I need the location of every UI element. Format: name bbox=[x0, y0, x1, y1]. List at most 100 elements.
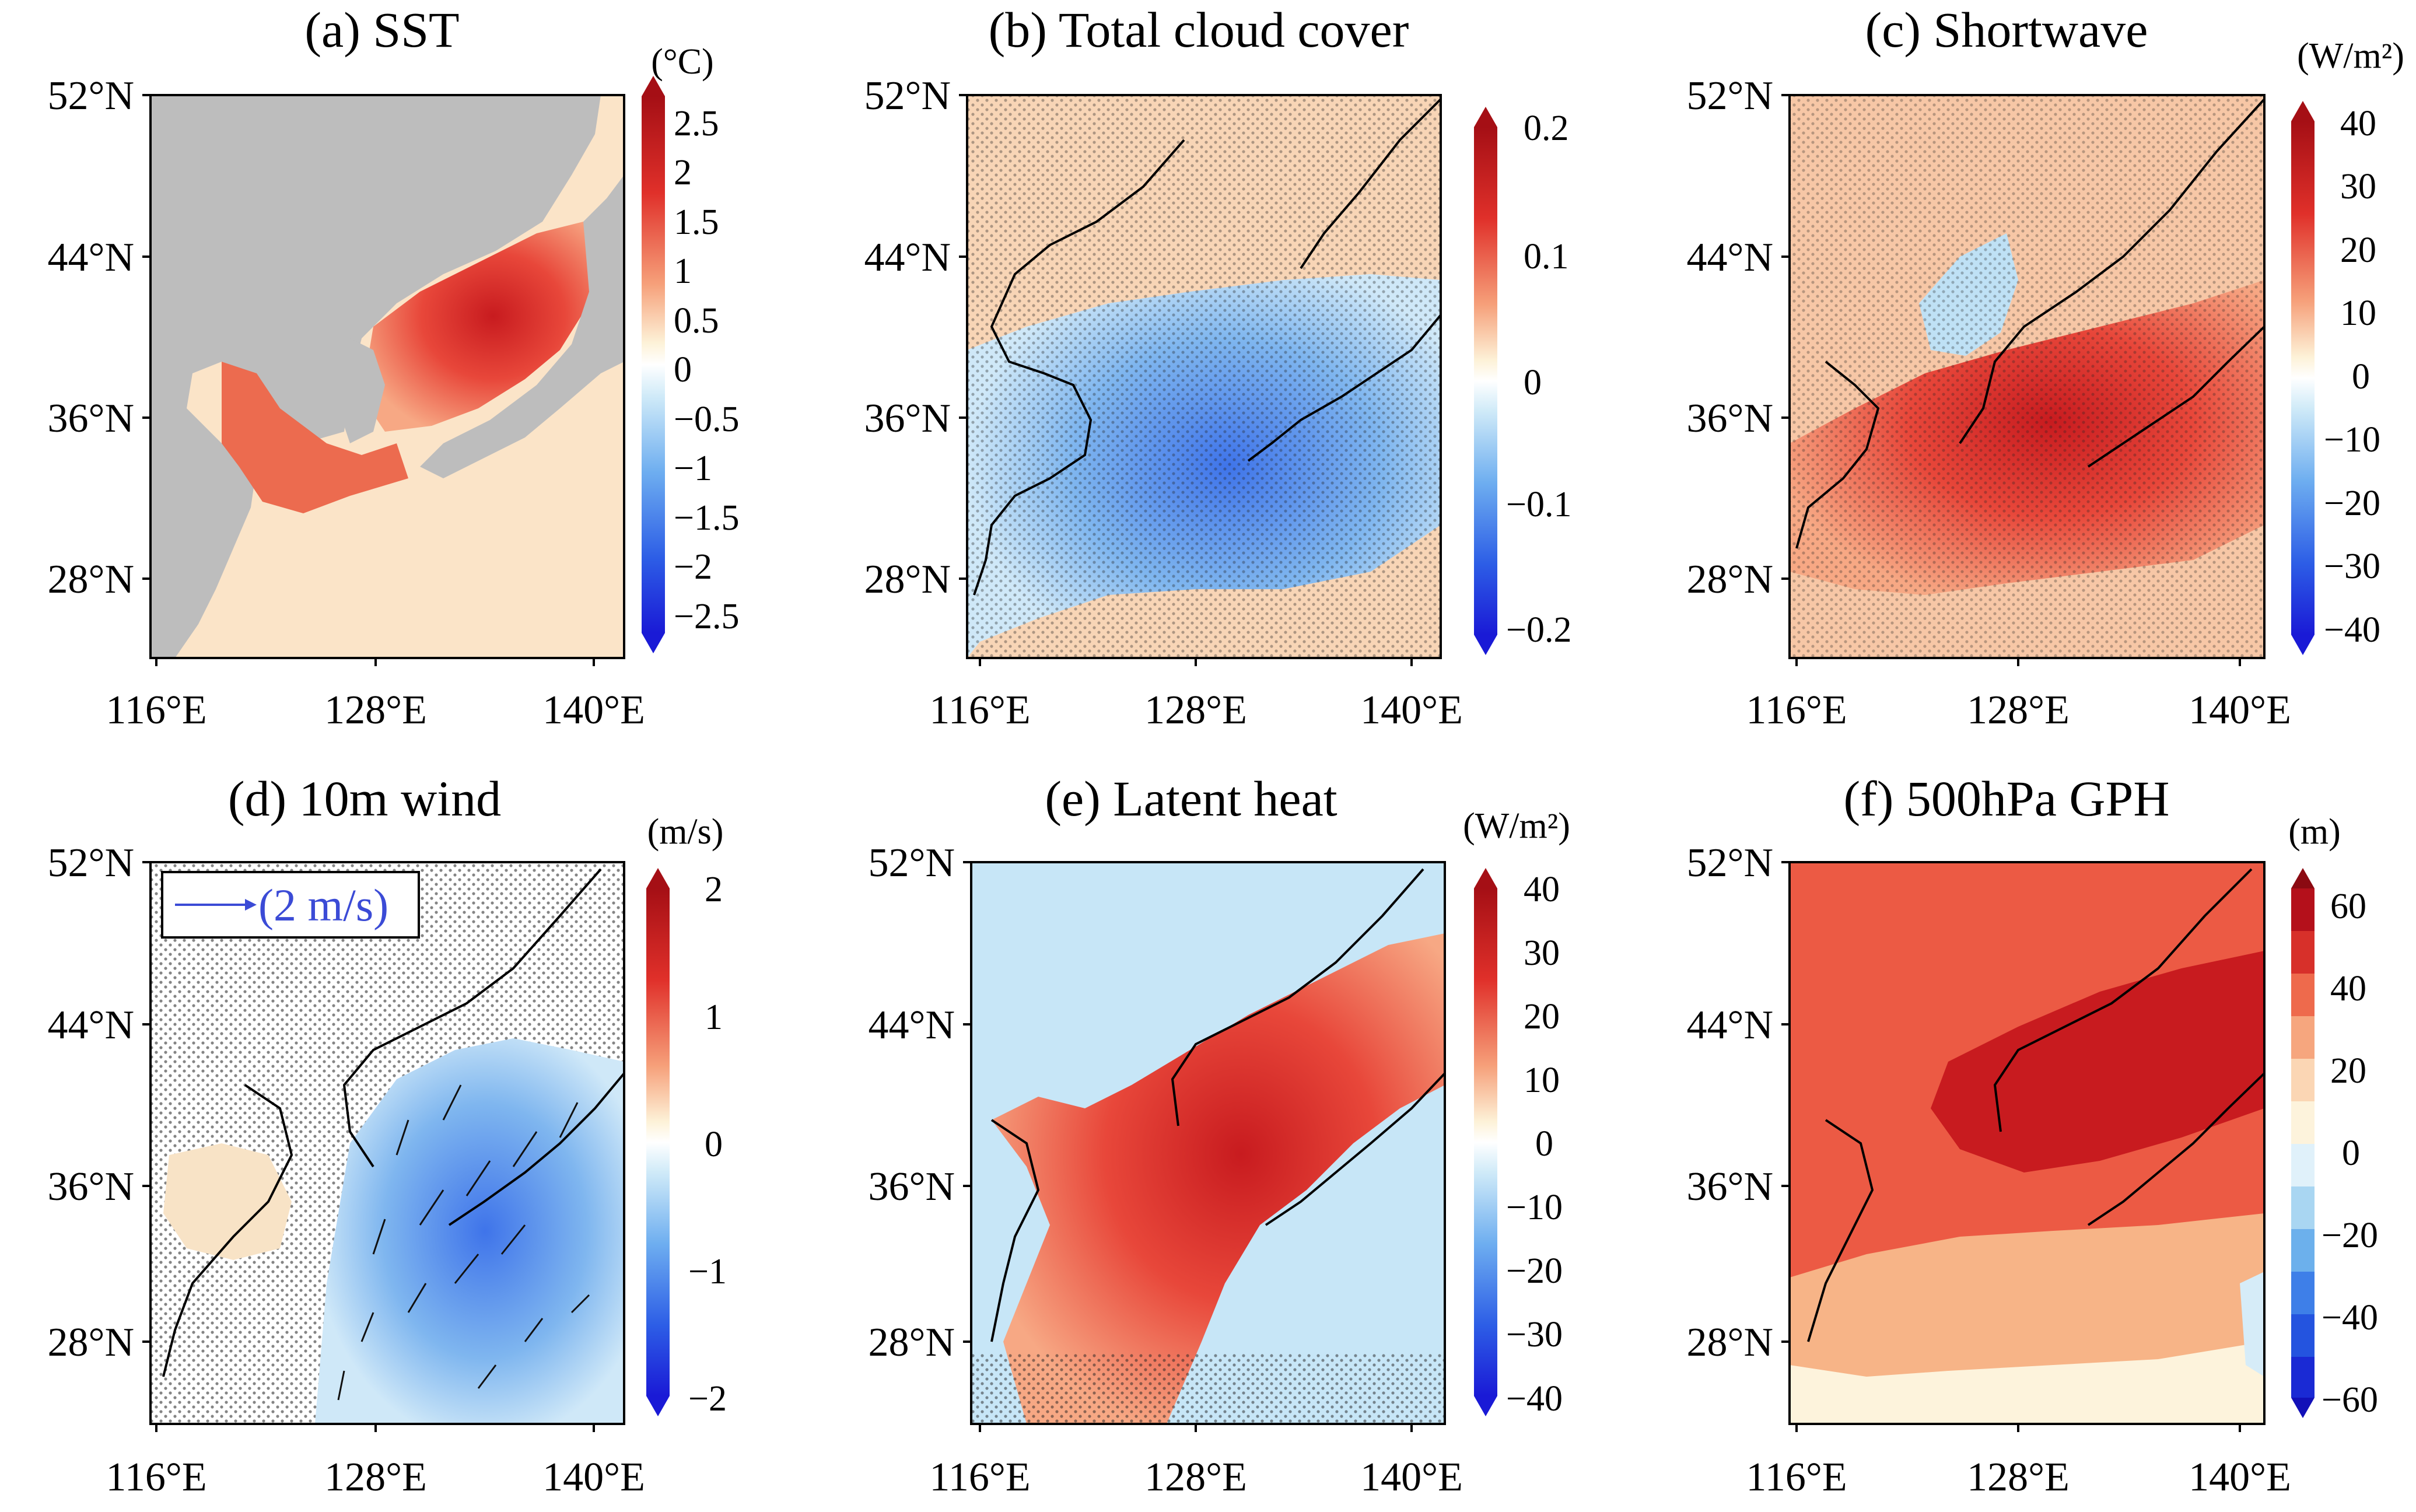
colorbar-unit: (m/s) bbox=[647, 812, 724, 852]
colorbar-tick: −2.5 bbox=[674, 597, 739, 636]
lat-label: 52°N bbox=[47, 841, 134, 886]
colorbar-tick: 0 bbox=[1524, 363, 1542, 402]
colorbar-tick: 1 bbox=[674, 251, 692, 291]
colorbar-tick: 30 bbox=[1524, 933, 1560, 973]
lat-axis: 52°N 44°N 36°N 28°N bbox=[47, 74, 150, 602]
panel-10m-wind: (d) 10m wind (2 m/s) bbox=[47, 771, 727, 1500]
map-area: (2 m/s) bbox=[149, 861, 625, 1425]
colorbar-tick: −60 bbox=[2322, 1380, 2378, 1420]
colorbar-tick: −30 bbox=[2324, 547, 2380, 586]
lat-label: 52°N bbox=[1686, 841, 1773, 886]
korea-land bbox=[338, 338, 385, 443]
panel-shortwave: (c) Shortwave 52°N 44°N 36°N 28°N 116°E … bbox=[1686, 2, 2404, 733]
colorbar-tick: 10 bbox=[1524, 1060, 1560, 1100]
coastline bbox=[990, 868, 1446, 1342]
reference-vector-label: (2 m/s) bbox=[258, 880, 388, 930]
lat-label: 52°N bbox=[47, 74, 134, 118]
lat-label: 28°N bbox=[1686, 1320, 1773, 1365]
colorbar-tick: 0 bbox=[2342, 1133, 2360, 1173]
lat-label: 44°N bbox=[47, 1003, 134, 1048]
colorbar-tick: −0.5 bbox=[674, 400, 739, 439]
lat-label: 44°N bbox=[1686, 235, 1773, 280]
lon-label: 128°E bbox=[324, 1455, 427, 1500]
map-area bbox=[1788, 94, 2266, 659]
map-area bbox=[1788, 861, 2266, 1425]
colorbar-tick: −1.5 bbox=[674, 498, 739, 538]
lat-axis: 52°N 44°N 36°N 28°N bbox=[864, 74, 967, 602]
lon-label: 116°E bbox=[106, 1455, 206, 1500]
colorbar-tick: −40 bbox=[2324, 610, 2380, 650]
colorbar-tick: 40 bbox=[1524, 870, 1560, 909]
colorbar-tick: 20 bbox=[2340, 230, 2376, 270]
east-sea-warm bbox=[362, 222, 601, 432]
colorbar: (W/m²) 40 30 20 10 0 −10 −20 −30 −40 bbox=[1463, 806, 1570, 1419]
colorbar: 0.2 0.1 0 −0.1 −0.2 bbox=[1474, 107, 1571, 655]
lon-label: 140°E bbox=[2189, 1455, 2291, 1500]
panel-500hpa-gph: (f) 500hPa GPH 52°N 44°N 36°N 28°N 116°E bbox=[1686, 771, 2378, 1500]
colorbar-tick: 1.5 bbox=[674, 202, 719, 242]
colorbar-tick: −2 bbox=[674, 547, 712, 587]
colorbar-tick: 0 bbox=[2352, 357, 2370, 397]
lon-label: 116°E bbox=[929, 688, 1030, 733]
colorbar: (W/m²) 40 30 20 10 0 −10 −20 −30 −40 bbox=[2291, 36, 2404, 655]
colorbar-tick: 1 bbox=[705, 998, 723, 1037]
colorbar-unit: (W/m²) bbox=[1463, 806, 1570, 846]
colorbar-tick: −2 bbox=[688, 1379, 727, 1419]
lat-label: 36°N bbox=[864, 396, 951, 441]
cold-region bbox=[315, 1038, 624, 1424]
lat-axis: 52°N 44°N 36°N 28°N bbox=[1686, 74, 1790, 602]
coastline bbox=[1795, 98, 2266, 549]
lat-label: 52°N bbox=[864, 74, 951, 118]
lat-label: 28°N bbox=[47, 557, 134, 602]
panel-cloud-cover: (b) Total cloud cover 52°N 44°N 36°N 28°… bbox=[864, 2, 1571, 733]
colorbar-tick: −10 bbox=[1506, 1188, 1563, 1227]
map-frame bbox=[149, 94, 625, 659]
map-frame bbox=[149, 861, 625, 1425]
coastline bbox=[1807, 868, 2266, 1342]
colorbar-tick: 20 bbox=[2330, 1051, 2366, 1091]
colorbar-unit: (W/m²) bbox=[2297, 36, 2404, 76]
band-60 bbox=[1931, 951, 2264, 1172]
lon-label: 116°E bbox=[929, 1455, 1030, 1500]
lat-label: 28°N bbox=[47, 1320, 134, 1365]
lon-axis: 116°E 128°E 140°E bbox=[929, 1424, 1463, 1500]
lat-axis: 52°N 44°N 36°N 28°N bbox=[868, 841, 971, 1365]
colorbar-tick: 0 bbox=[705, 1125, 723, 1164]
colorbar-tick: −20 bbox=[1506, 1251, 1563, 1291]
colorbar-tick: 40 bbox=[2330, 969, 2366, 1009]
lon-label: 128°E bbox=[1967, 688, 2070, 733]
lon-label: 116°E bbox=[1746, 688, 1847, 733]
panel-title: (d) 10m wind bbox=[228, 771, 501, 827]
lon-label: 140°E bbox=[542, 1455, 645, 1500]
lat-label: 52°N bbox=[1686, 74, 1773, 118]
colorbar-tick: 0.1 bbox=[1524, 237, 1569, 276]
panel-latent-heat: (e) Latent heat 52°N 44°N 36°N 28°N 116°… bbox=[868, 771, 1570, 1500]
colorbar-tick: 2.5 bbox=[674, 104, 719, 144]
colorbar-tick: −40 bbox=[2322, 1298, 2378, 1338]
map-area bbox=[149, 94, 625, 659]
panel-title: (c) Shortwave bbox=[1865, 2, 2148, 58]
colorbar-tick: 0 bbox=[1535, 1124, 1553, 1164]
lon-label: 116°E bbox=[1746, 1455, 1847, 1500]
lon-label: 128°E bbox=[1967, 1455, 2070, 1500]
lat-axis: 52°N 44°N 36°N 28°N bbox=[47, 841, 150, 1365]
colorbar-unit: (°C) bbox=[651, 42, 713, 82]
colorbar-tick: 0 bbox=[674, 350, 692, 390]
colorbar-tick: 0.2 bbox=[1524, 108, 1569, 148]
map-frame bbox=[1788, 94, 2266, 659]
colorbar-unit: (m) bbox=[2288, 812, 2341, 852]
map-frame bbox=[970, 861, 1446, 1425]
colorbar-tick: −1 bbox=[688, 1252, 727, 1292]
colorbar-tick: −0.2 bbox=[1506, 610, 1571, 650]
warm-region bbox=[992, 933, 1445, 1424]
colorbar-tick: −40 bbox=[1506, 1379, 1563, 1419]
lat-label: 28°N bbox=[868, 1320, 955, 1365]
colorbar: (m/s) 2 1 0 −1 −2 bbox=[646, 812, 727, 1419]
colorbar-tick: 20 bbox=[1524, 997, 1560, 1037]
lat-label: 36°N bbox=[47, 1164, 134, 1209]
colorbar-tick: −1 bbox=[674, 449, 712, 488]
lat-label: 44°N bbox=[1686, 1003, 1773, 1048]
lat-label: 36°N bbox=[868, 1164, 955, 1209]
colorbar-discrete: (m) 60 40 20 0 −20 −40 −60 bbox=[2288, 812, 2378, 1420]
